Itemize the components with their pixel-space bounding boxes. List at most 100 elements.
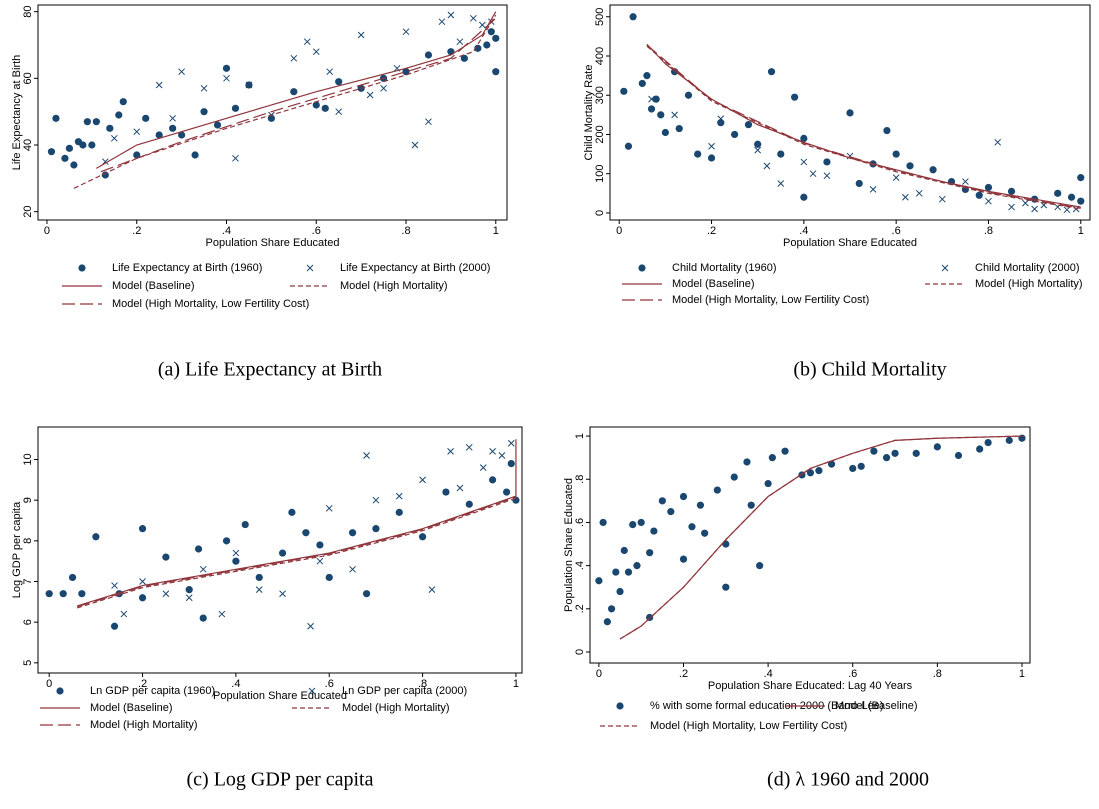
point	[419, 476, 426, 484]
y-tick-label: 400	[594, 47, 606, 65]
point	[231, 104, 240, 112]
point	[101, 171, 109, 179]
point	[372, 525, 380, 533]
point	[200, 84, 208, 92]
point	[646, 549, 654, 557]
point	[612, 568, 620, 576]
x-tick-label: 0	[596, 668, 602, 680]
point	[855, 179, 863, 188]
point	[1077, 174, 1085, 182]
y-tick-label: .4	[574, 561, 586, 570]
point	[502, 488, 511, 496]
point	[78, 590, 86, 598]
point	[730, 473, 738, 481]
point	[61, 154, 69, 162]
point	[138, 525, 147, 533]
legend-label: Child Mortality (1960)	[672, 262, 777, 274]
legend-label: Life Expectancy at Birth (1960)	[112, 262, 262, 274]
point	[620, 546, 628, 555]
point	[679, 555, 688, 563]
legend-label: Ln GDP per capita (1960)	[90, 685, 215, 697]
point	[47, 148, 56, 156]
point	[595, 577, 603, 585]
point	[120, 610, 128, 618]
point	[479, 464, 487, 472]
point	[194, 545, 203, 553]
point	[717, 115, 725, 123]
point	[846, 109, 854, 117]
point	[92, 533, 100, 541]
point	[657, 111, 665, 119]
point	[133, 151, 141, 159]
x-tick-label: .8	[401, 225, 410, 237]
point	[245, 81, 253, 89]
point	[637, 518, 645, 527]
point	[650, 527, 658, 535]
point	[1005, 436, 1013, 444]
y-tick-label: .6	[574, 518, 586, 527]
point	[781, 447, 789, 455]
point	[288, 508, 296, 516]
y-tick-label: 100	[594, 165, 606, 183]
x-tick-label: 1	[1078, 225, 1084, 237]
model-line	[619, 435, 1022, 640]
point	[806, 469, 815, 477]
point	[1063, 206, 1071, 214]
point	[648, 95, 655, 103]
legend-label: Model (High Mortality, Low Fertility Cos…	[650, 720, 847, 732]
point	[1007, 187, 1016, 195]
y-tick-label: 8	[22, 538, 34, 544]
point	[178, 131, 186, 139]
point	[366, 91, 374, 99]
y-tick-label: 80	[22, 6, 34, 18]
point	[185, 586, 193, 594]
legend-label: Ln GDP per capita (2000)	[342, 685, 467, 697]
point	[326, 68, 334, 76]
y-tick-label: 60	[22, 72, 34, 84]
plot-frame	[37, 426, 523, 674]
x-tick-label: .8	[984, 225, 993, 237]
y-tick-label: 9	[22, 497, 34, 503]
point	[722, 540, 730, 548]
point	[92, 118, 100, 126]
point	[679, 492, 688, 501]
y-axis-title: Child Mortality Rate	[583, 65, 595, 161]
point	[162, 590, 170, 598]
point	[954, 451, 963, 460]
point	[498, 452, 506, 459]
point	[661, 128, 669, 137]
model-line	[646, 44, 1081, 209]
point	[402, 68, 410, 76]
x-tick-label: 1	[493, 225, 499, 237]
legend-label: % with some formal education 2000 (Barro…	[650, 700, 884, 712]
x-axis-title: Population Share Educated	[213, 690, 347, 702]
model-line	[100, 17, 497, 173]
x-tick-label: .2	[132, 225, 141, 237]
y-tick-label: .8	[574, 475, 586, 484]
point	[290, 88, 298, 96]
point	[744, 121, 753, 129]
legend-label: Model (Baseline)	[672, 278, 755, 290]
point	[362, 590, 371, 598]
point	[823, 172, 831, 180]
y-tick-label: 0	[594, 210, 606, 216]
legend-label: Model (High Mortality)	[342, 702, 450, 714]
point	[492, 68, 500, 76]
point	[747, 501, 755, 509]
chart-panel: 0 .2 .4 .6 .8 1 0 .2 .4 .6 .8 1 Population Share Edu…	[563, 426, 1031, 791]
point	[115, 111, 123, 119]
point	[929, 166, 937, 174]
point	[402, 28, 410, 36]
legend-label: Model (High Mortality)	[90, 719, 198, 731]
point	[777, 180, 785, 187]
model-line	[73, 14, 497, 189]
caption: (b) Child Mortality	[793, 359, 946, 381]
caption: (a) Life Expectancy at Birth	[158, 359, 382, 381]
point	[800, 134, 808, 142]
point	[652, 95, 660, 103]
point	[764, 479, 772, 488]
legend-symbol	[306, 264, 314, 272]
point	[447, 48, 455, 56]
x-axis-title: Population Share Educated	[206, 237, 340, 249]
point	[335, 78, 343, 86]
